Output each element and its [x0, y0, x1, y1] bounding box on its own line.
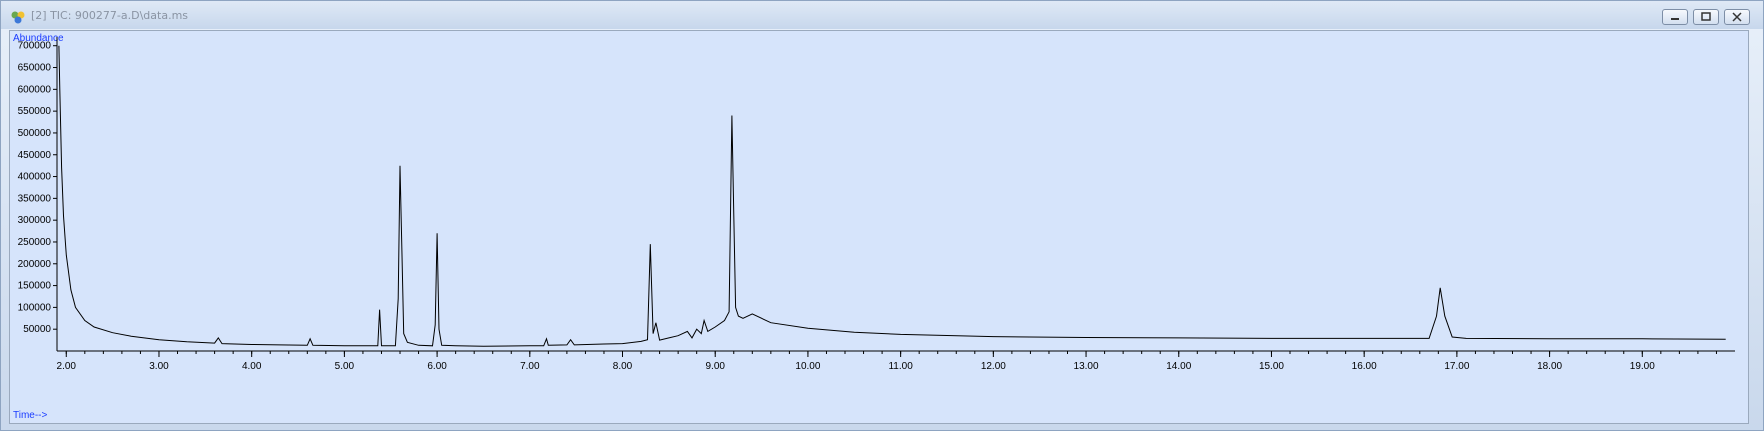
y-tick-label: 500000 — [18, 128, 52, 139]
x-tick-label: 17.00 — [1444, 361, 1469, 372]
x-tick-label: 18.00 — [1537, 361, 1562, 372]
x-tick-label: 10.00 — [795, 361, 820, 372]
x-axis-label: Time--> — [13, 410, 48, 421]
close-button[interactable] — [1724, 9, 1750, 25]
x-tick-label: 6.00 — [427, 361, 447, 372]
y-tick-label: 300000 — [18, 215, 52, 226]
x-tick-label: 5.00 — [335, 361, 355, 372]
y-tick-label: 400000 — [18, 172, 52, 183]
x-tick-label: 12.00 — [981, 361, 1006, 372]
title-bar[interactable]: [2] TIC: 900277-a.D\data.ms — [1, 1, 1763, 29]
y-tick-label: 350000 — [18, 193, 52, 204]
y-tick-label: 650000 — [18, 63, 52, 74]
y-tick-label: 50000 — [23, 324, 51, 335]
trace-layer — [58, 45, 1726, 347]
y-tick-label: 250000 — [18, 237, 52, 248]
x-tick-label: 7.00 — [520, 361, 540, 372]
x-tick-label: 14.00 — [1166, 361, 1191, 372]
x-tick-label: 13.00 — [1074, 361, 1099, 372]
y-axis-label: Abundance — [13, 33, 64, 44]
tic-chromatogram-chart: Abundance Time--> 50000 100000 150000 20000… — [13, 33, 1735, 421]
axes: 50000 100000 150000 200000 250000 300000 35000… — [18, 37, 1735, 372]
x-tick-label: 15.00 — [1259, 361, 1284, 372]
close-icon — [1732, 12, 1742, 22]
x-tick-label: 4.00 — [242, 361, 262, 372]
x-tick-label: 3.00 — [149, 361, 169, 372]
y-tick-label: 100000 — [18, 302, 52, 313]
minimize-icon — [1671, 18, 1679, 20]
y-tick-label: 550000 — [18, 106, 52, 117]
restore-icon — [1701, 12, 1711, 21]
x-tick-label: 2.00 — [57, 361, 77, 372]
x-tick-label: 8.00 — [613, 361, 633, 372]
x-tick-label: 9.00 — [705, 361, 725, 372]
x-tick-label: 11.00 — [888, 361, 913, 372]
y-tick-label: 450000 — [18, 150, 52, 161]
x-tick-label: 19.00 — [1630, 361, 1655, 372]
tic-trace — [58, 45, 1726, 347]
y-tick-label: 700000 — [18, 41, 52, 52]
x-tick-label: 16.00 — [1352, 361, 1377, 372]
y-tick-label: 600000 — [18, 84, 52, 95]
y-tick-label: 150000 — [18, 281, 52, 292]
restore-button[interactable] — [1693, 9, 1719, 25]
y-tick-label: 200000 — [18, 259, 52, 270]
plot-area: Abundance Time--> 50000 100000 150000 20000… — [9, 30, 1749, 424]
window-title: [2] TIC: 900277-a.D\data.ms — [31, 9, 189, 22]
app-icon — [11, 11, 25, 24]
minimize-button[interactable] — [1662, 9, 1688, 25]
